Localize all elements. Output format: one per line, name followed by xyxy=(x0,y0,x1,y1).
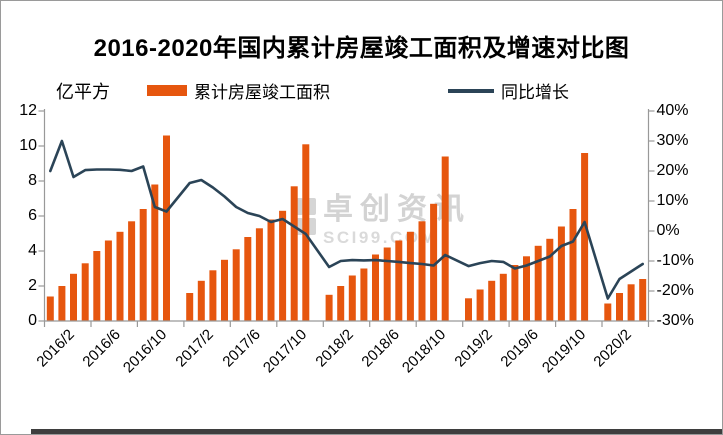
bar-2017/5 xyxy=(221,259,228,322)
bar-2018/12 xyxy=(441,156,449,321)
bar-2018/7 xyxy=(383,247,391,321)
bar-2017/8 xyxy=(255,228,263,322)
bar-2016/3 xyxy=(58,286,66,321)
watermark-text: 卓创资讯 SCI99.COM xyxy=(323,194,471,248)
bar-2018/9 xyxy=(406,231,414,322)
bar-2018/10 xyxy=(418,221,426,322)
bar-2019/7 xyxy=(523,256,530,322)
bar-2016/5 xyxy=(81,263,89,322)
right-axis-tick-label: 30% xyxy=(656,132,689,149)
legend-line-swatch-icon xyxy=(448,88,494,93)
right-axis-tick-label: -10% xyxy=(656,252,694,269)
bar-2020/4 xyxy=(627,284,635,322)
left-axis-tick-label: 2 xyxy=(28,277,37,294)
bar-2018/8 xyxy=(395,240,403,321)
growth-line xyxy=(48,139,645,300)
left-axis-tick-label: 6 xyxy=(28,207,37,224)
bar-2016/7 xyxy=(104,240,112,321)
bar-2017/4 xyxy=(209,270,217,322)
right-axis-tick-label: 0% xyxy=(656,222,680,239)
bar-2016/12 xyxy=(163,135,170,321)
bar-2017/3 xyxy=(197,280,205,322)
left-axis-unit-label: 亿平方 xyxy=(56,82,110,102)
watermark-name: 卓创资讯 xyxy=(323,193,471,226)
bar-2019/4 xyxy=(488,280,496,322)
bar-2016/4 xyxy=(70,273,77,322)
bar-2020/3 xyxy=(616,293,623,321)
bar-2019/3 xyxy=(476,289,484,321)
bar-2017/6 xyxy=(232,249,240,322)
bar-2019/9 xyxy=(546,238,554,322)
bar-2016/2 xyxy=(46,296,54,321)
right-axis-tick-label: -20% xyxy=(656,282,694,299)
bar-2019/6 xyxy=(511,265,519,321)
left-axis-tick-label: 4 xyxy=(28,242,37,259)
watermark-site: SCI99.COM xyxy=(323,227,438,247)
bar-2020/2 xyxy=(604,303,612,321)
bar-2016/9 xyxy=(128,221,136,322)
bar-2017/9 xyxy=(267,219,275,321)
bar-2016/10 xyxy=(139,209,147,321)
legend: 累计房屋竣工面积 同比增长 xyxy=(147,78,569,103)
bottom-page-strip xyxy=(31,429,722,434)
bar-2018/3 xyxy=(337,286,345,321)
right-axis-tick-label: -30% xyxy=(656,312,694,329)
right-axis-tick-label: 40% xyxy=(656,102,689,119)
bar-2017/10 xyxy=(279,210,287,322)
bar-2016/8 xyxy=(116,231,124,322)
bar-2016/6 xyxy=(93,251,101,321)
bar-2019/8 xyxy=(534,245,542,322)
bar-2018/4 xyxy=(348,275,356,321)
left-axis-tick-label: 8 xyxy=(28,172,37,189)
legend-line-label: 同比增长 xyxy=(501,83,569,102)
legend-bar-swatch-icon xyxy=(147,85,187,96)
watermark: 卓创资讯 SCI99.COM xyxy=(292,194,471,248)
bar-2016/11 xyxy=(151,184,159,321)
bar-2017/2 xyxy=(186,293,194,321)
bar-2017/11 xyxy=(290,186,298,322)
chart-title: 2016-2020年国内累计房屋竣工面积及增速对比图 xyxy=(93,35,630,62)
bar-2020/5 xyxy=(639,279,647,321)
legend-bar-label: 累计房屋竣工面积 xyxy=(194,83,330,102)
bar-2018/11 xyxy=(430,203,438,322)
bar-2019/10 xyxy=(557,226,565,321)
left-axis-tick-label: 10 xyxy=(19,137,37,154)
left-axis-tick-label: 12 xyxy=(19,102,37,119)
bar-2018/6 xyxy=(372,254,379,321)
left-axis-tick-label: 0 xyxy=(28,312,37,329)
bar-2019/12 xyxy=(581,153,589,321)
bar-2019/11 xyxy=(569,209,577,321)
bar-2017/7 xyxy=(244,237,252,321)
right-axis-tick-label: 10% xyxy=(656,192,689,209)
right-axis-tick-label: 20% xyxy=(656,162,689,179)
bar-2019/5 xyxy=(499,273,507,322)
bar-2018/2 xyxy=(325,294,333,322)
bar-2018/5 xyxy=(360,268,368,321)
bar-2019/2 xyxy=(465,298,472,322)
